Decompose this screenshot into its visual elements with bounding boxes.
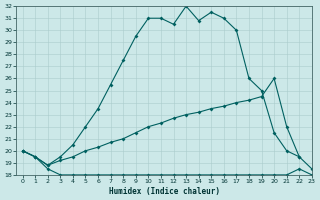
X-axis label: Humidex (Indice chaleur): Humidex (Indice chaleur) [108, 187, 220, 196]
